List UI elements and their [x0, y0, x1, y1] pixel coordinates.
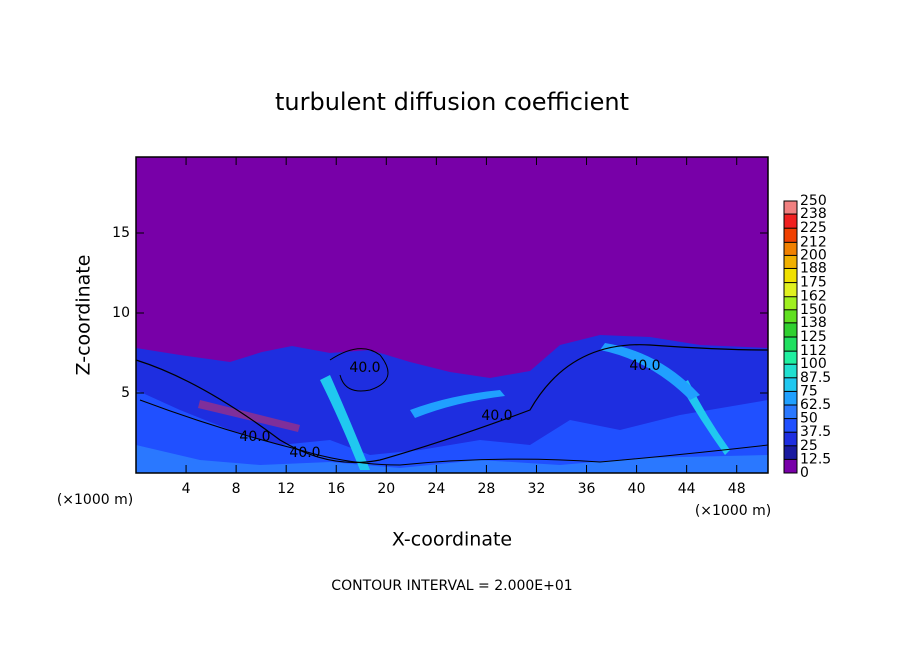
field-layer	[136, 445, 768, 473]
x-tick-label: 32	[528, 481, 546, 497]
colorbar-tick-label: 200	[800, 247, 827, 263]
colorbar-tick-label: 150	[800, 302, 827, 318]
colorbar-band	[784, 445, 797, 460]
colorbar-tick-label: 50	[800, 411, 818, 427]
colorbar-band	[784, 322, 797, 337]
y-axis-label: Z-coordinate	[73, 255, 95, 376]
x-tick-label: 20	[377, 481, 395, 497]
colorbar-tick-label: 125	[800, 329, 827, 345]
colorbar-band	[784, 337, 797, 352]
colorbar-tick-label: 87.5	[800, 370, 831, 386]
colorbar-tick-label: 62.5	[800, 397, 831, 413]
field	[135, 157, 769, 473]
colorbar-tick-label: 162	[800, 289, 827, 305]
contour-label: 40.0	[629, 358, 660, 374]
x-tick-label: 24	[427, 481, 445, 497]
x-tick-label: 8	[232, 481, 241, 497]
colorbar-tick-label: 225	[800, 220, 827, 236]
colorbar-band	[784, 214, 797, 229]
x-tick-label: 40	[628, 481, 646, 497]
colorbar-band	[784, 418, 797, 433]
y-tick-label: 5	[121, 385, 130, 401]
colorbar-band	[784, 201, 797, 215]
contour-line	[135, 344, 769, 464]
colorbar-band	[784, 364, 797, 378]
colorbar-band	[784, 282, 797, 297]
colorbar-band	[784, 405, 797, 419]
colorbar-band	[784, 242, 797, 256]
colorbar-tick-label: 100	[800, 356, 827, 372]
colorbar-band	[784, 351, 797, 365]
field-streak	[198, 400, 300, 432]
contour-line	[139, 399, 769, 466]
contour-label: 40.0	[481, 408, 512, 424]
chart-title: turbulent diffusion coefficient	[275, 88, 629, 116]
contour-label: 40.0	[239, 429, 270, 445]
colorbar-tick-label: 212	[800, 234, 827, 250]
x-tick-label: 12	[277, 481, 295, 497]
colorbar-band	[784, 432, 797, 446]
colorbar-tick-label: 12.5	[800, 451, 831, 467]
annotation: CONTOUR INTERVAL = 2.000E+01	[331, 578, 572, 594]
colorbar-band	[784, 377, 797, 392]
colorbar-tick-label: 25	[800, 438, 818, 454]
field-streak	[410, 390, 505, 418]
colorbar-tick-label: 188	[800, 260, 827, 276]
colorbar-tick-label: 112	[800, 343, 827, 359]
colorbar-band	[784, 459, 797, 473]
colorbar-tick-label: 0	[800, 465, 809, 481]
colorbar-tick-label: 138	[800, 315, 827, 331]
colorbar-tick-label: 250	[800, 193, 827, 209]
x-unit-label: (×1000 m)	[57, 492, 133, 508]
contour-line	[329, 348, 389, 392]
field-layer	[136, 390, 768, 473]
x-tick-label: 48	[728, 481, 746, 497]
colorbar-band	[784, 268, 797, 283]
x-tick-label: 36	[578, 481, 596, 497]
x-tick-label: 44	[678, 481, 696, 497]
colorbar-band	[784, 228, 797, 243]
field-streak	[320, 375, 370, 470]
x-tick-label: 4	[182, 481, 191, 497]
colorbar-band	[784, 296, 797, 310]
colorbar-tick-label: 75	[800, 383, 818, 399]
colorbar-band	[784, 309, 797, 323]
colorbar-band	[784, 391, 797, 405]
plot-frame	[135, 156, 769, 474]
y-tick-label: 10	[112, 305, 130, 321]
x-unit-label: (×1000 m)	[695, 503, 771, 519]
x-tick-label: 28	[478, 481, 496, 497]
x-tick-label: 16	[327, 481, 345, 497]
x-axis-label: X-coordinate	[392, 529, 512, 551]
colorbar-tick-label: 238	[800, 206, 827, 222]
colorbar-tick-label: 175	[800, 275, 827, 291]
y-tick-label: 15	[112, 225, 130, 241]
contour-label: 40.0	[349, 360, 380, 376]
colorbar-band	[784, 255, 797, 269]
colorbar-tick-label: 37.5	[800, 424, 831, 440]
contour-label: 40.0	[289, 445, 320, 461]
field-streak	[600, 343, 700, 400]
